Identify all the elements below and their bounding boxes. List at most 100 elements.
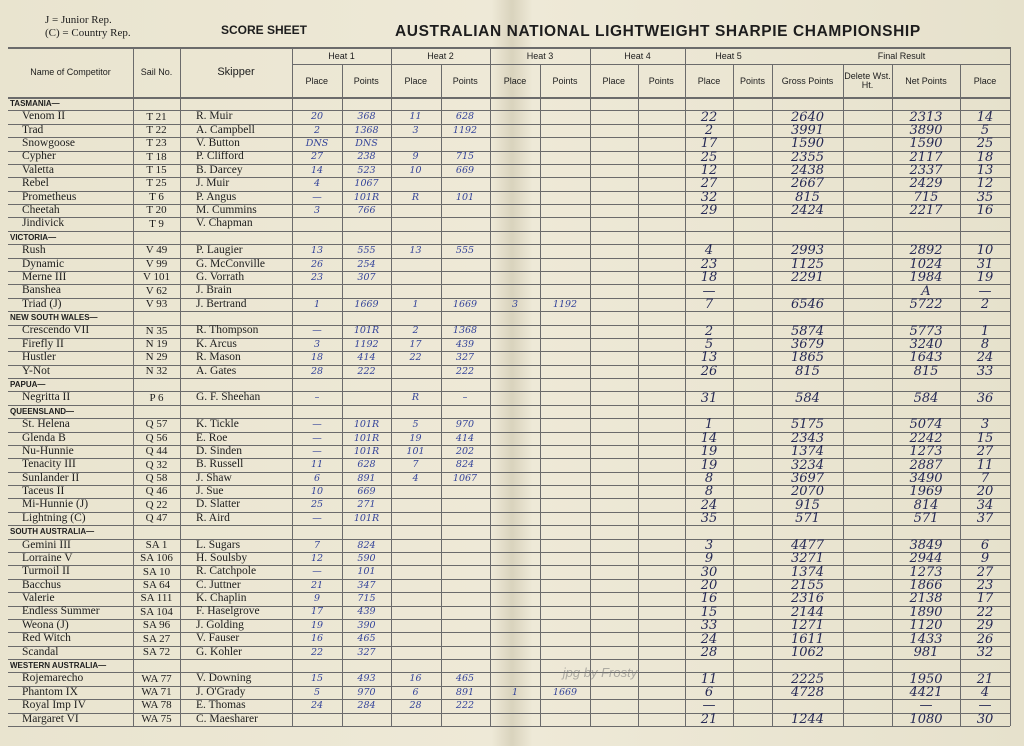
score: 5874 [790, 323, 825, 339]
rule [292, 64, 1010, 65]
boat-name: Venom II [22, 110, 66, 123]
rule [8, 672, 1010, 674]
sail-number: Q 22 [145, 498, 168, 511]
skipper: V. Fauser [196, 632, 240, 645]
score: 2070 [790, 484, 825, 500]
score: 814 [913, 497, 939, 513]
score: 439 [357, 606, 376, 618]
rule [8, 498, 1010, 500]
score: 1192 [452, 124, 478, 136]
score: 4477 [790, 537, 825, 553]
score: 1590 [790, 136, 825, 152]
legend: J = Junior Rep. [45, 14, 112, 26]
score: 669 [455, 164, 475, 176]
rule [8, 645, 1010, 647]
skipper: K. Tickle [196, 418, 239, 431]
score: R [411, 392, 420, 404]
score: 2316 [790, 591, 825, 607]
score: 13 [700, 350, 718, 366]
score: 4421 [909, 685, 943, 701]
score: 35 [700, 511, 718, 527]
score: 18 [310, 352, 324, 364]
score: 3 [412, 124, 419, 136]
rule [8, 525, 1010, 527]
rule [8, 618, 1010, 620]
score: 465 [357, 633, 376, 645]
score: 2 [704, 122, 714, 138]
sail-number: Q 32 [145, 458, 168, 471]
skipper: A. Gates [196, 364, 237, 377]
sail-number: SA 10 [142, 565, 171, 578]
boat-name: Hustler [22, 351, 56, 364]
sub-header: Delete Wst. Ht. [844, 71, 891, 90]
score: 1669 [354, 298, 379, 310]
rule [772, 64, 773, 726]
rule [540, 64, 541, 726]
score: 815 [913, 363, 939, 379]
score: 35 [976, 189, 994, 205]
score: 26 [976, 631, 994, 647]
score: 715 [357, 593, 376, 605]
score: 414 [455, 432, 475, 444]
score: 1125 [790, 256, 825, 272]
score: 669 [357, 486, 376, 498]
sub-header: Gross Points [781, 75, 834, 86]
score: 222 [357, 365, 376, 377]
skipper: E. Roe [196, 431, 228, 444]
score: 1 [313, 298, 321, 310]
score: 5 [412, 419, 419, 431]
score: 27 [976, 444, 994, 460]
score: 891 [455, 686, 475, 698]
score: 10 [976, 243, 994, 259]
score: 10 [409, 164, 422, 176]
score: 5074 [909, 417, 943, 433]
score: 19 [700, 444, 718, 460]
skipper: D. Slatter [196, 498, 241, 511]
score: 815 [795, 363, 820, 379]
skipper: V. Button [196, 137, 240, 150]
section-header: QUEENSLAND— [10, 406, 75, 416]
skipper: E. Thomas [196, 699, 246, 712]
sail-number: Q 44 [145, 445, 168, 458]
sail-number: T 23 [146, 137, 167, 150]
score: 3849 [909, 537, 943, 553]
score: 14 [976, 109, 994, 125]
heat-header: Heat 3 [526, 51, 554, 61]
score: 571 [913, 511, 939, 527]
score: 2138 [909, 591, 943, 607]
sail-number: Q 47 [145, 512, 168, 525]
rule [391, 47, 392, 726]
rule [8, 565, 1010, 567]
sail-number: Q 58 [145, 471, 168, 484]
rule [341, 64, 343, 726]
score: 101R [353, 445, 380, 457]
skipper: K. Arcus [196, 337, 237, 350]
sub-header: Place [305, 75, 328, 86]
score: 1024 [909, 256, 943, 272]
score: 34 [976, 497, 994, 513]
score: 4 [980, 685, 990, 701]
score: – [314, 392, 320, 404]
boat-name: Firefly II [22, 337, 64, 350]
score: 19 [409, 432, 422, 444]
boat-name: Triad (J) [22, 297, 62, 310]
rule [8, 726, 1010, 727]
score: 14 [310, 164, 324, 176]
boat-name: Mi-Hunnie (J) [22, 498, 89, 511]
rule [960, 64, 961, 726]
score: 9 [412, 151, 419, 163]
rule [8, 511, 1010, 513]
boat-name: Glenda B [22, 431, 66, 444]
score: 31 [700, 390, 718, 406]
boat-name: Nu-Hunnie [22, 444, 74, 457]
sail-number: N 35 [145, 324, 168, 337]
rule [8, 592, 1010, 594]
sub-header: Place [697, 75, 721, 86]
skipper: J. O'Grady [196, 685, 246, 698]
score: 824 [357, 539, 376, 551]
score: 1 [412, 298, 419, 310]
score: 1950 [909, 671, 943, 687]
rule [8, 337, 1010, 339]
rule [8, 431, 1010, 433]
sub-header: Place [404, 75, 427, 86]
